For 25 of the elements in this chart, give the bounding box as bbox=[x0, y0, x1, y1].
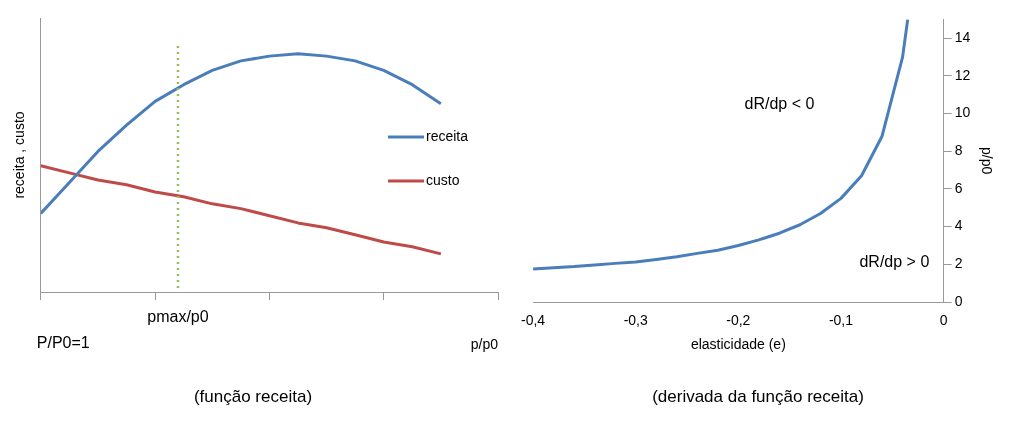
y-tick-label: 8 bbox=[954, 142, 963, 159]
annotation: dR/dp < 0 bbox=[744, 94, 815, 112]
text: P/P0=1 bbox=[36, 334, 90, 352]
y-tick-label: 0 bbox=[954, 292, 963, 309]
legend-label: receita bbox=[426, 127, 469, 144]
x-tick-label: 0 bbox=[939, 312, 948, 329]
annotation: dR/dp > 0 bbox=[859, 252, 930, 270]
y-tick-label: 4 bbox=[954, 217, 963, 234]
x-tick-label: -0,1 bbox=[828, 312, 854, 329]
y-tick-label: 10 bbox=[954, 104, 971, 121]
y-tick-label: 2 bbox=[954, 255, 963, 272]
y-tick-label: 6 bbox=[954, 179, 963, 196]
x-axis-title: p/p0 bbox=[470, 336, 499, 353]
text: (função receita) bbox=[193, 387, 313, 407]
x-tick-label: -0,4 bbox=[521, 312, 546, 329]
y-axis-title: receita , custo bbox=[11, 111, 28, 199]
x-axis-title: elasticidade (e) bbox=[690, 336, 786, 353]
y-axis-title: p/p0 bbox=[978, 147, 995, 175]
text: pmax/p0 bbox=[147, 308, 209, 326]
legend-label: custo bbox=[426, 171, 460, 188]
text: (derivada da função receita) bbox=[652, 387, 864, 407]
x-tick-label: -0,2 bbox=[726, 312, 751, 329]
y-tick-label: 12 bbox=[954, 66, 971, 83]
x-tick-label: -0,3 bbox=[623, 312, 648, 329]
y-tick-label: 14 bbox=[954, 29, 971, 46]
